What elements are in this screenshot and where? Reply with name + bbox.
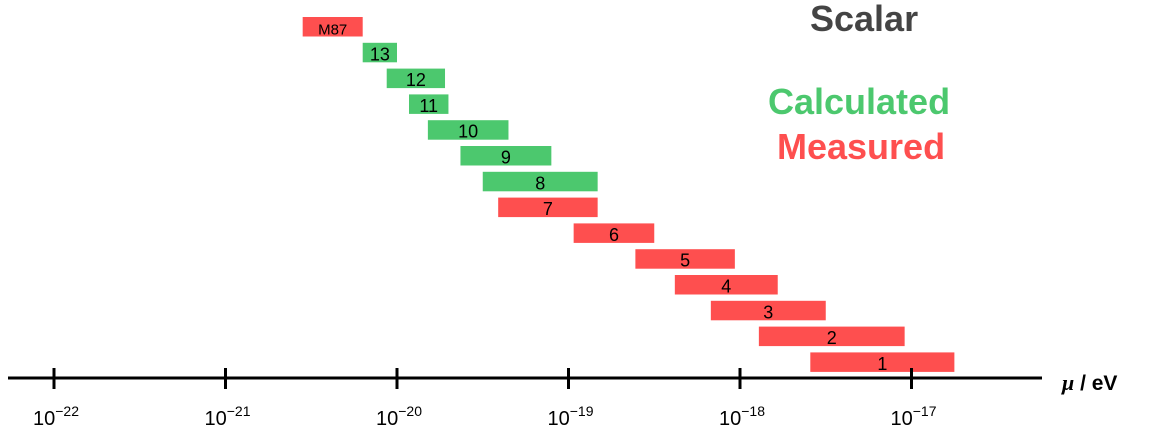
bar-label-1: 1 <box>877 354 887 374</box>
tick-base: 10 <box>376 408 398 430</box>
x-tick-label: 10−22 <box>33 403 79 430</box>
mu-symbol: μ <box>1062 370 1075 395</box>
range-bar-13: 13 <box>362 42 397 64</box>
range-bar-8: 8 <box>482 171 598 193</box>
bar-4 <box>674 275 778 295</box>
bar-11 <box>409 94 449 114</box>
x-axis-unit: / eV <box>1074 372 1118 395</box>
bar-7 <box>498 197 598 218</box>
x-tick-label: 10−19 <box>548 403 594 430</box>
tick-exponent: −21 <box>227 403 251 419</box>
range-bar-5: 5 <box>635 249 735 271</box>
range-bar-m87: M87 <box>302 17 363 39</box>
bar-label-6: 6 <box>609 225 619 245</box>
tick-exponent: −22 <box>55 403 79 419</box>
bar-label-3: 3 <box>763 302 773 322</box>
range-bar-6: 6 <box>573 223 655 245</box>
x-tick-label: 10−18 <box>719 403 765 430</box>
bar-m87 <box>302 17 363 37</box>
range-bar-1: 1 <box>810 352 955 374</box>
tick-exponent: −17 <box>913 403 937 419</box>
bar-8 <box>482 171 598 192</box>
bar-label-12: 12 <box>406 70 426 90</box>
range-bar-12: 12 <box>386 68 446 90</box>
legend-measured: Measured <box>777 126 946 167</box>
x-tick-label: 10−21 <box>205 403 251 430</box>
tick-base: 10 <box>891 408 913 430</box>
tick-base: 10 <box>33 408 55 430</box>
tick-base: 10 <box>719 408 741 430</box>
bar-12 <box>386 68 446 89</box>
range-bar-3: 3 <box>710 300 826 322</box>
bar-label-5: 5 <box>680 251 690 271</box>
bar-label-13: 13 <box>370 44 390 64</box>
bar-6 <box>573 223 655 243</box>
bar-1 <box>810 352 955 372</box>
bar-3 <box>710 300 826 321</box>
bar-label-9: 9 <box>501 148 511 168</box>
bar-9 <box>460 146 552 166</box>
bar-label-10: 10 <box>458 122 478 142</box>
bar-2 <box>758 326 905 347</box>
tick-base: 10 <box>205 408 227 430</box>
range-bar-4: 4 <box>674 275 778 297</box>
range-bar-11: 11 <box>409 94 449 116</box>
x-tick-label: 10−17 <box>891 403 937 430</box>
tick-base: 10 <box>548 408 570 430</box>
chart-title: Scalar <box>810 0 919 39</box>
bars-group: M87 13 12 11 10 9 8 7 6 5 4 3 2 1 <box>302 17 955 374</box>
range-bar-7: 7 <box>498 197 598 219</box>
tick-exponent: −18 <box>741 403 765 419</box>
bar-label-11: 11 <box>419 96 438 116</box>
bar-5 <box>635 249 735 269</box>
x-tick-label: 10−20 <box>376 403 422 430</box>
x-axis-label: μ / eV <box>1062 370 1117 396</box>
bar-label-8: 8 <box>535 173 545 193</box>
bar-13 <box>362 42 397 63</box>
x-axis-ticks: 10−22 10−21 10−20 10−19 10−18 10−17 <box>33 368 937 430</box>
bar-label-2: 2 <box>827 328 837 348</box>
bar-label-7: 7 <box>543 199 553 219</box>
range-bar-2: 2 <box>758 326 905 348</box>
bar-label-4: 4 <box>721 277 731 297</box>
bar-label-m87: M87 <box>318 22 347 39</box>
bar-10 <box>427 120 509 140</box>
tick-exponent: −19 <box>570 403 594 419</box>
range-bar-9: 9 <box>460 146 552 168</box>
tick-exponent: −20 <box>398 403 422 419</box>
legend-calculated: Calculated <box>768 81 951 122</box>
range-bar-10: 10 <box>427 120 509 142</box>
